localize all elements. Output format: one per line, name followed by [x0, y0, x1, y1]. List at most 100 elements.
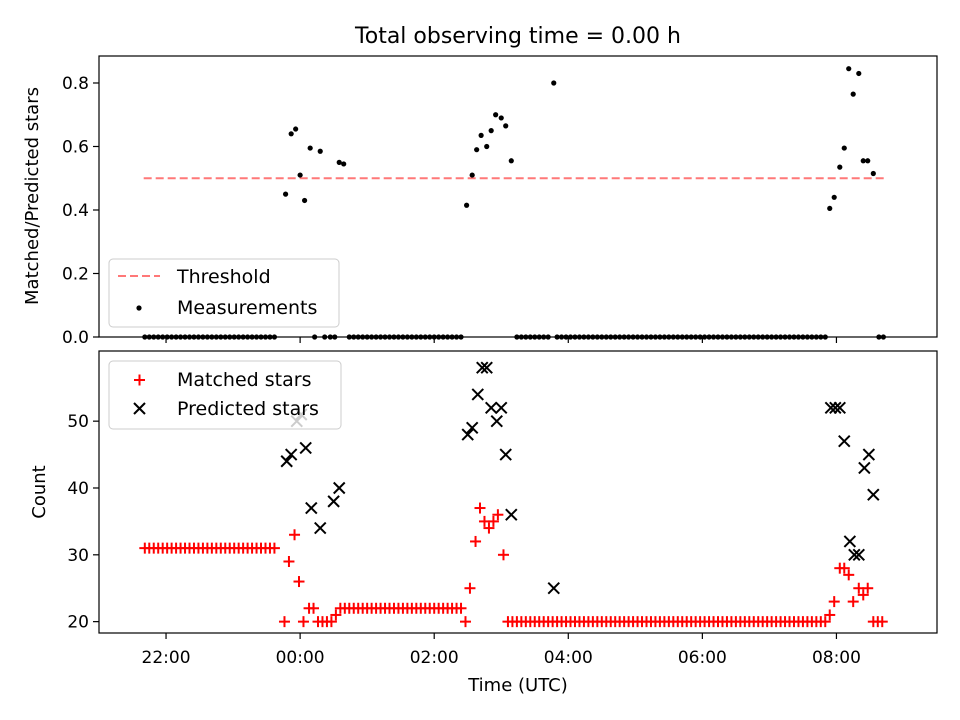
top-x-ticks — [165, 337, 838, 343]
bottom-x-ticks: 22:00 00:00 02:00 04:00 06:00 08:00 — [142, 633, 861, 668]
measurement-point — [846, 66, 852, 72]
predicted-star-point — [327, 495, 340, 508]
predicted-star-point — [471, 388, 484, 401]
matched-star-point — [843, 569, 855, 581]
bottom-y-tick-label: 50 — [67, 412, 89, 432]
matched-star-point — [474, 502, 486, 514]
predicted-star-point — [829, 401, 842, 415]
chart-title: Total observing time = 0.00 h — [354, 24, 681, 49]
measurement-point — [498, 115, 504, 121]
matched-star-point — [278, 616, 290, 628]
predicted-star-point — [465, 421, 479, 435]
bottom-panel-marks — [139, 361, 888, 628]
bottom-y-axis-label: Count — [29, 465, 50, 518]
measurement-point — [827, 205, 833, 212]
top-y-tick-label: 0.6 — [62, 137, 89, 157]
matched-star-point — [487, 515, 499, 527]
top-y-tick-label: 0.4 — [62, 201, 89, 221]
predicted-star-point — [299, 441, 312, 455]
matched-star-point — [862, 582, 874, 594]
predicted-star-point — [333, 481, 346, 495]
measurement-point — [288, 131, 294, 137]
predicted-star-point — [833, 401, 846, 415]
top-y-tick-label: 0.8 — [62, 74, 89, 94]
matched-star-point — [497, 549, 509, 561]
predicted-star-point — [867, 488, 880, 501]
measurement-point — [493, 112, 499, 118]
matched-star-point — [459, 616, 471, 628]
legend-matched-label: Matched stars — [177, 369, 311, 391]
measurement-point — [488, 128, 494, 134]
measurement-point — [831, 194, 837, 200]
bottom-legend: Matched stars Predicted stars — [108, 360, 342, 430]
x-tick-label: 22:00 — [142, 648, 191, 668]
predicted-star-point — [480, 361, 493, 374]
matched-star-point — [483, 522, 495, 534]
measurement-point — [860, 158, 866, 164]
predicted-star-point — [314, 521, 327, 535]
measurement-point — [837, 164, 843, 170]
top-legend-box — [108, 258, 340, 328]
matched-star-point — [283, 555, 295, 567]
top-legend: Threshold Measurements — [108, 258, 340, 328]
measurement-point — [503, 123, 509, 129]
predicted-star-point — [843, 535, 857, 548]
predicted-star-point — [484, 401, 498, 415]
predicted-star-point — [848, 548, 861, 562]
matched-star-point — [819, 616, 831, 628]
matched-star-point — [325, 616, 337, 628]
predicted-star-point — [499, 448, 512, 461]
bottom-axes-frame — [98, 350, 938, 634]
predicted-star-point — [490, 414, 503, 428]
predicted-star-point — [280, 455, 293, 468]
top-axes-frame — [98, 55, 938, 338]
predicted-star-point — [858, 461, 871, 475]
measurement-point — [856, 70, 862, 77]
measurement-point — [293, 126, 299, 132]
measurement-point — [478, 132, 484, 138]
measurement-point — [841, 145, 847, 151]
matched-star-point — [470, 535, 482, 547]
measurement-point — [508, 158, 514, 164]
matched-star-point — [297, 616, 309, 628]
matched-star-point — [293, 576, 305, 588]
measurement-point — [307, 145, 313, 151]
predicted-star-point — [305, 501, 318, 515]
legend-threshold-label: Threshold — [176, 266, 271, 288]
measurement-point — [870, 170, 876, 177]
predicted-star-point — [505, 508, 518, 521]
legend-predicted-swatch — [133, 402, 146, 415]
measurement-point — [469, 172, 475, 178]
measurement-point — [317, 148, 323, 154]
matched-star-point — [824, 609, 836, 621]
x-tick-label: 06:00 — [678, 648, 727, 668]
measurement-point — [341, 161, 347, 167]
measurement-point — [484, 143, 490, 150]
matched-star-point — [330, 609, 342, 621]
measurement-point — [551, 80, 557, 86]
matched-star-point — [455, 602, 467, 614]
measurement-point — [336, 159, 342, 165]
legend-matched-swatch — [134, 374, 145, 386]
predicted-star-point — [476, 361, 489, 374]
top-y-axis-label: Matched/Predicted stars — [22, 87, 43, 305]
legend-predicted-label: Predicted stars — [177, 398, 319, 420]
matched-star-point — [857, 589, 869, 601]
bottom-y-ticks: 20 30 40 50 — [67, 412, 99, 633]
predicted-star-point — [838, 435, 851, 448]
measurement-point — [301, 197, 308, 204]
measurement-point — [297, 172, 303, 178]
bottom-y-tick-label: 40 — [67, 479, 89, 499]
x-tick-label: 00:00 — [276, 648, 325, 668]
x-tick-label: 02:00 — [410, 648, 459, 668]
matched-star-point — [308, 602, 320, 614]
legend-measurements-label: Measurements — [177, 297, 317, 319]
matched-star-point — [492, 509, 504, 521]
predicted-star-point — [862, 448, 876, 461]
top-panel: 0.00.20.40.60.8 Matched/Predicted stars … — [22, 55, 938, 348]
matched-star-point — [464, 582, 476, 594]
bottom-legend-box — [108, 360, 342, 430]
